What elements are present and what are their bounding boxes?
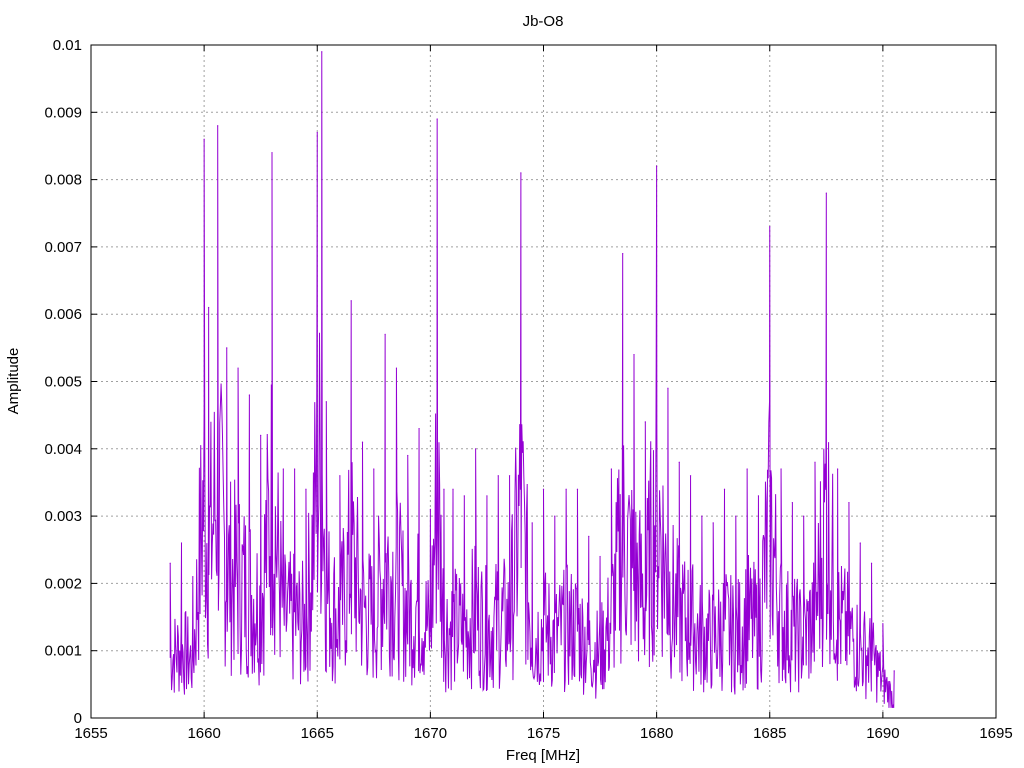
tick-labels: 1655 1660 1665 1670 1675 1680 1685 1690 1695 0 0.0… xyxy=(44,37,1012,742)
data-point xyxy=(825,192,827,194)
data-point xyxy=(248,394,250,396)
data-point xyxy=(893,670,895,672)
data-point xyxy=(443,488,445,490)
data-point xyxy=(712,522,714,524)
y-tick-label: 0.007 xyxy=(44,239,82,256)
y-tick-label: 0.001 xyxy=(44,643,82,660)
x-tick-label: 1670 xyxy=(414,725,447,742)
data-point xyxy=(452,488,454,490)
x-tick-label: 1665 xyxy=(301,725,334,742)
data-point xyxy=(791,502,793,504)
data-point xyxy=(769,226,771,228)
data-point xyxy=(803,515,805,517)
data-point xyxy=(486,495,488,497)
data-point xyxy=(325,401,327,403)
data-point xyxy=(870,562,873,564)
series-group xyxy=(169,51,895,709)
chart-title: Jb-O8 xyxy=(523,13,564,30)
y-tick-label: 0.002 xyxy=(44,575,82,592)
data-point xyxy=(814,461,816,463)
y-tick-label: 0.009 xyxy=(44,104,82,121)
x-tick-label: 1680 xyxy=(640,725,673,742)
y-tick-label: 0.005 xyxy=(44,374,82,391)
data-point xyxy=(361,441,364,443)
y-tick-label: 0.003 xyxy=(44,508,82,525)
x-tick-label: 1685 xyxy=(753,725,786,742)
data-point xyxy=(350,300,352,302)
data-point xyxy=(746,468,748,470)
data-point xyxy=(203,138,205,140)
data-point xyxy=(294,468,296,470)
data-point xyxy=(395,367,398,369)
data-point xyxy=(316,131,318,134)
data-point xyxy=(217,125,219,127)
y-tick-label: 0.008 xyxy=(44,172,82,189)
x-tick-label: 1675 xyxy=(527,725,560,742)
data-point xyxy=(565,488,567,490)
data-point xyxy=(599,555,601,558)
x-axis-label: Freq [MHz] xyxy=(506,747,580,764)
y-tick-label: 0.006 xyxy=(44,306,82,323)
data-point xyxy=(859,542,861,544)
data-point xyxy=(260,434,262,436)
data-point xyxy=(192,576,194,578)
y-tick-label: 0.01 xyxy=(53,37,82,54)
data-point xyxy=(169,562,171,564)
data-point xyxy=(757,495,760,497)
data-point xyxy=(508,475,511,477)
data-point xyxy=(384,333,386,335)
data-point xyxy=(531,522,533,524)
data-point xyxy=(837,468,839,470)
data-point xyxy=(701,515,703,517)
data-point xyxy=(554,515,556,517)
data-point xyxy=(475,448,477,450)
x-tick-label: 1660 xyxy=(187,725,220,742)
data-point xyxy=(576,488,579,490)
data-point xyxy=(237,367,239,369)
data-point xyxy=(622,253,624,255)
x-tick-label: 1690 xyxy=(866,725,899,742)
y-tick-label: 0 xyxy=(74,710,82,727)
data-point xyxy=(644,421,646,423)
data-point xyxy=(321,51,323,53)
data-point xyxy=(780,468,782,470)
data-point xyxy=(463,495,465,497)
data-point xyxy=(678,461,680,463)
data-point xyxy=(610,468,612,470)
data-point xyxy=(305,488,307,490)
data-point xyxy=(882,623,884,625)
amplitude-series-line xyxy=(169,51,895,709)
data-point xyxy=(848,502,850,504)
data-point xyxy=(226,347,228,349)
data-point xyxy=(520,172,522,174)
data-point xyxy=(723,488,726,490)
data-point xyxy=(271,152,273,154)
data-point xyxy=(588,535,590,537)
data-point xyxy=(180,542,183,544)
data-point xyxy=(735,515,737,517)
data-point xyxy=(339,475,341,477)
data-point xyxy=(656,165,658,167)
data-point xyxy=(429,508,431,510)
data-point xyxy=(436,118,438,120)
y-tick-label: 0.004 xyxy=(44,441,82,458)
data-point xyxy=(542,488,545,490)
plot-frame xyxy=(90,44,997,719)
data-point xyxy=(497,475,499,477)
y-axis-label: Amplitude xyxy=(5,348,22,415)
data-point xyxy=(667,387,669,389)
data-point xyxy=(282,468,284,470)
data-point xyxy=(407,454,409,457)
x-tick-label: 1695 xyxy=(979,725,1012,742)
data-point xyxy=(373,468,375,470)
data-point xyxy=(633,353,635,356)
x-tick-label: 1655 xyxy=(74,725,107,742)
data-point xyxy=(208,306,210,309)
data-point xyxy=(418,428,420,430)
data-point xyxy=(689,475,692,477)
